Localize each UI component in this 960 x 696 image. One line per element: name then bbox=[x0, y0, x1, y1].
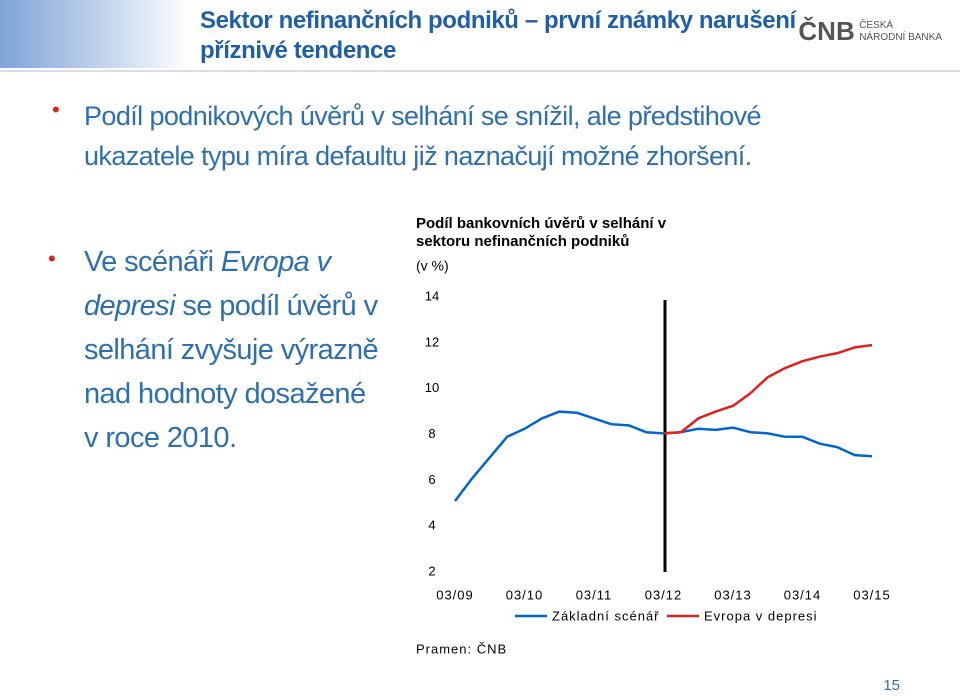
chart-title: Podíl bankovních úvěrů v selhání v sektor… bbox=[416, 215, 667, 250]
y-tick-label: 4 bbox=[428, 518, 435, 533]
page-number: 15 bbox=[883, 677, 900, 694]
x-tick-label: 03/09 bbox=[436, 587, 474, 602]
y-tick-label: 12 bbox=[425, 334, 439, 349]
title-line: příznivé tendence bbox=[200, 37, 396, 64]
source: Pramen: ČNB bbox=[416, 641, 507, 656]
logo-mark: ČNB bbox=[798, 16, 855, 46]
header-rule bbox=[0, 70, 960, 72]
bullet-dot: • bbox=[48, 246, 56, 271]
y-tick-label: 14 bbox=[425, 288, 439, 303]
y-tick-label: 6 bbox=[428, 472, 435, 487]
y-unit: (v %) bbox=[416, 258, 449, 274]
x-tick-label: 03/14 bbox=[784, 587, 822, 602]
logo-text: ČESKÁ bbox=[859, 20, 894, 31]
bullet-part: Ve scénáři bbox=[84, 246, 221, 278]
bullet-text: Ve scénáři Evropa v depresi se podíl úvě… bbox=[84, 240, 384, 460]
y-tick-label: 2 bbox=[428, 563, 435, 578]
y-tick-label: 10 bbox=[425, 380, 439, 395]
x-tick-label: 03/10 bbox=[506, 587, 544, 602]
legend-label: Základní scénář bbox=[552, 608, 660, 623]
x-tick-label: 03/12 bbox=[645, 587, 683, 602]
series-line bbox=[663, 343, 873, 435]
logo: ČNB ČESKÁ NÁRODNÍ BANKA bbox=[798, 16, 942, 47]
bullet-part: se podíl úvěrů v selhání zvyšuje výrazně… bbox=[84, 290, 379, 454]
slide-title: Sektor nefinančních podniků – první znám… bbox=[200, 6, 796, 66]
header-decoration bbox=[0, 0, 190, 68]
x-tick-label: 03/11 bbox=[576, 587, 613, 602]
bullet-text: Podíl podnikových úvěrů v selhání se sní… bbox=[84, 101, 762, 171]
bullet-part: Evropa v depresi bbox=[84, 246, 331, 322]
bullet-dot: • bbox=[52, 97, 60, 122]
x-tick-label: 03/13 bbox=[714, 587, 752, 602]
y-tick-label: 8 bbox=[428, 426, 435, 441]
x-tick-label: 03/15 bbox=[853, 587, 891, 602]
legend-label: Evropa v depresi bbox=[704, 608, 818, 623]
title-line: Sektor nefinančních podniků – první znám… bbox=[200, 7, 796, 34]
logo-text: NÁRODNÍ BANKA bbox=[859, 32, 942, 43]
